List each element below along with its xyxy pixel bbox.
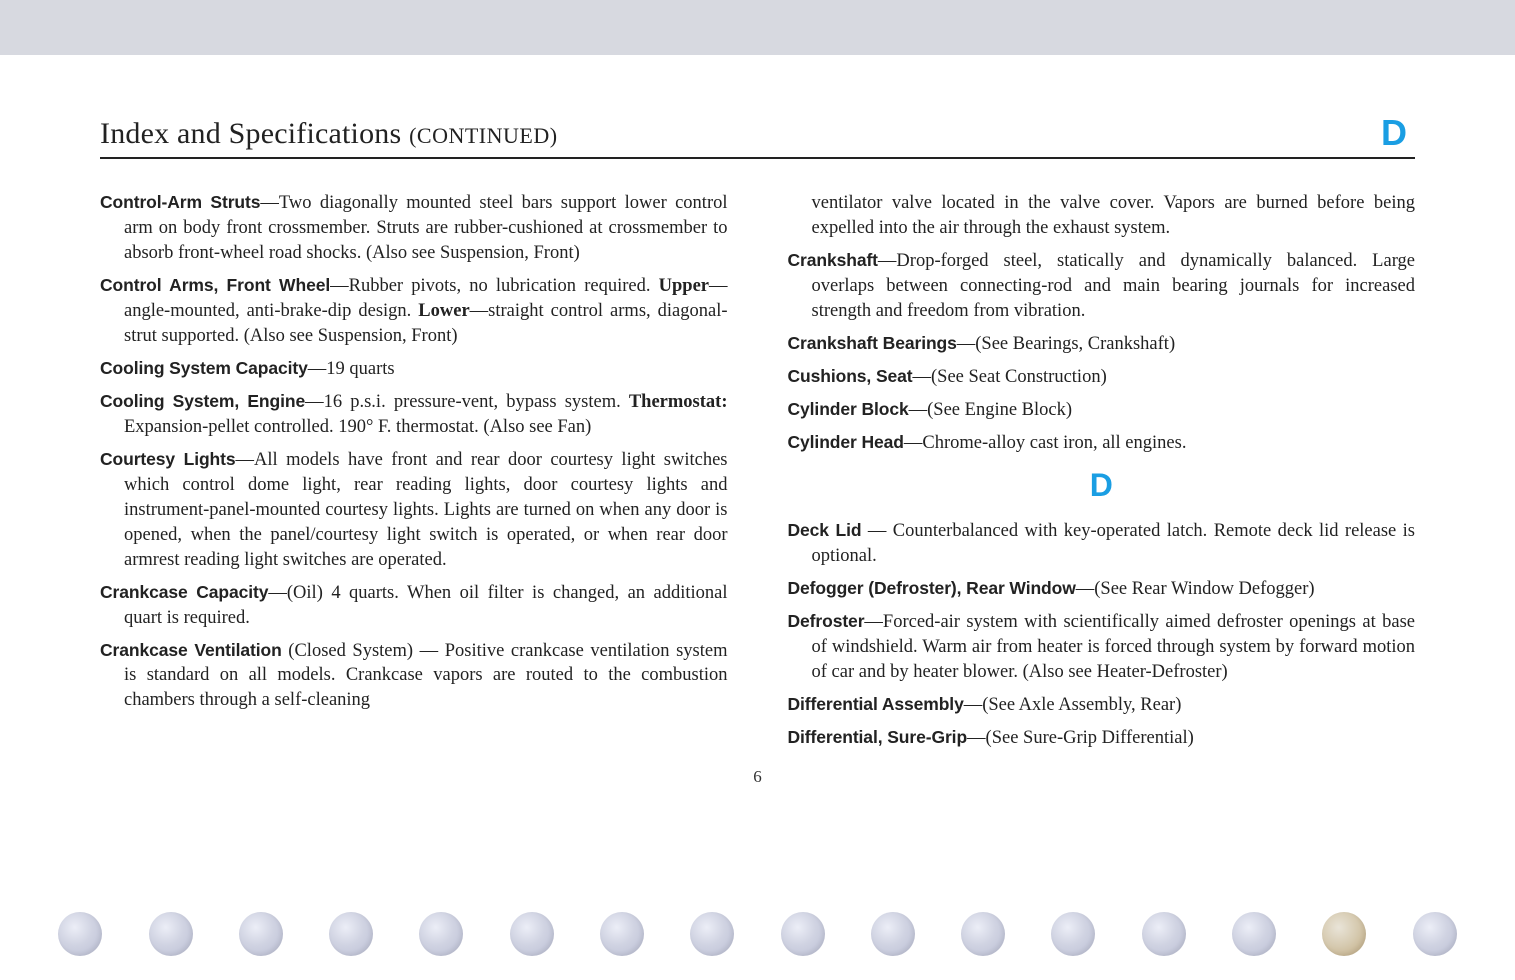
body: —16 p.s.i. pressure-vent, bypass system. bbox=[305, 392, 629, 412]
punch-hole bbox=[329, 912, 373, 956]
body: —(See Engine Block) bbox=[909, 400, 1072, 420]
index-entry: Control Arms, Front Wheel—Rubber pivots,… bbox=[100, 274, 728, 349]
index-entry: Crankcase Capacity—(Oil) 4 quarts. When … bbox=[100, 581, 728, 631]
punch-hole bbox=[149, 912, 193, 956]
section-letter-d: D bbox=[788, 464, 1416, 507]
term: Crankcase Capacity bbox=[100, 582, 268, 602]
term: Control-Arm Struts bbox=[100, 192, 260, 212]
punch-hole-row bbox=[0, 912, 1515, 956]
body: —(See Axle Assembly, Rear) bbox=[964, 695, 1182, 715]
term: Control Arms, Front Wheel bbox=[100, 275, 330, 295]
punch-hole bbox=[871, 912, 915, 956]
body: —(See Rear Window Defogger) bbox=[1076, 579, 1315, 599]
punch-hole bbox=[690, 912, 734, 956]
term: Differential, Sure-Grip bbox=[788, 727, 968, 747]
body: —Chrome-alloy cast iron, all engines. bbox=[904, 433, 1187, 453]
term: Crankshaft bbox=[788, 250, 878, 270]
index-entry: Differential, Sure-Grip—(See Sure-Grip D… bbox=[788, 726, 1416, 751]
term: Differential Assembly bbox=[788, 694, 964, 714]
index-entry: Courtesy Lights—All models have front an… bbox=[100, 448, 728, 573]
body: —Forced-air system with scientifically a… bbox=[812, 612, 1416, 682]
index-entry: Cooling System Capacity—19 quarts bbox=[100, 357, 728, 382]
index-entry: Crankshaft Bearings—(See Bearings, Crank… bbox=[788, 332, 1416, 357]
punch-hole bbox=[1232, 912, 1276, 956]
term: Defroster bbox=[788, 611, 865, 631]
page-content: Index and Specifications (CONTINUED) D C… bbox=[0, 55, 1515, 779]
term: Cylinder Head bbox=[788, 432, 904, 452]
punch-hole bbox=[961, 912, 1005, 956]
term: Cushions, Seat bbox=[788, 366, 913, 386]
two-column-body: Control-Arm Struts—Two diagonally mounte… bbox=[100, 191, 1415, 759]
term: Crankcase Ventilation bbox=[100, 640, 282, 660]
term: Defogger (Defroster), Rear Window bbox=[788, 578, 1076, 598]
body: —(See Bearings, Crankshaft) bbox=[957, 334, 1175, 354]
index-entry: Control-Arm Struts—Two diagonally mounte… bbox=[100, 191, 728, 266]
term: Cylinder Block bbox=[788, 399, 909, 419]
index-entry: Cylinder Head—Chrome-alloy cast iron, al… bbox=[788, 431, 1416, 456]
term: Cooling System, Engine bbox=[100, 391, 305, 411]
body: —(See Seat Construction) bbox=[913, 367, 1107, 387]
index-entry: Deck Lid — Counterbalanced with key-oper… bbox=[788, 519, 1416, 569]
term: Courtesy Lights bbox=[100, 449, 236, 469]
index-entry: Defogger (Defroster), Rear Window—(See R… bbox=[788, 577, 1416, 602]
title-continued: (CONTINUED) bbox=[409, 123, 557, 148]
inline-bold: Thermostat: bbox=[629, 392, 728, 412]
body: —Rubber pivots, no lubrication required. bbox=[330, 276, 659, 296]
page-number: 6 bbox=[753, 767, 762, 787]
punch-hole bbox=[1051, 912, 1095, 956]
term: Cooling System Capacity bbox=[100, 358, 308, 378]
section-letter-top: D bbox=[1381, 115, 1415, 151]
right-column: ventilator valve located in the valve co… bbox=[788, 191, 1416, 759]
index-entry: Defroster—Forced-air system with scienti… bbox=[788, 610, 1416, 685]
punch-hole bbox=[58, 912, 102, 956]
inline-bold: Lower bbox=[418, 301, 469, 321]
term: Deck Lid bbox=[788, 520, 862, 540]
body: — Counterbalanced with key-operated latc… bbox=[812, 521, 1416, 566]
index-entry: Crankshaft—Drop-forged steel, statically… bbox=[788, 249, 1416, 324]
punch-hole bbox=[1322, 912, 1366, 956]
punch-hole bbox=[781, 912, 825, 956]
left-column: Control-Arm Struts—Two diagonally mounte… bbox=[100, 191, 728, 759]
inline-bold: Upper bbox=[659, 276, 709, 296]
title-main: Index and Specifications bbox=[100, 117, 409, 150]
punch-hole bbox=[510, 912, 554, 956]
body: Expansion-pellet controlled. 190° F. the… bbox=[124, 417, 591, 437]
header-row: Index and Specifications (CONTINUED) D bbox=[100, 115, 1415, 159]
body: —Drop-forged steel, statically and dynam… bbox=[812, 251, 1416, 321]
body: —19 quarts bbox=[308, 359, 395, 379]
index-entry: Differential Assembly—(See Axle Assembly… bbox=[788, 693, 1416, 718]
punch-hole bbox=[1413, 912, 1457, 956]
punch-hole bbox=[600, 912, 644, 956]
top-gray-band bbox=[0, 0, 1515, 55]
index-entry: Crankcase Ventilation (Closed System) — … bbox=[100, 639, 728, 714]
punch-hole bbox=[239, 912, 283, 956]
term: Crankshaft Bearings bbox=[788, 333, 957, 353]
continuation-text: ventilator valve located in the valve co… bbox=[788, 191, 1416, 241]
page-title: Index and Specifications (CONTINUED) bbox=[100, 117, 558, 151]
body: —(See Sure-Grip Differential) bbox=[967, 728, 1194, 748]
index-entry: Cylinder Block—(See Engine Block) bbox=[788, 398, 1416, 423]
index-entry: Cooling System, Engine—16 p.s.i. pressur… bbox=[100, 390, 728, 440]
punch-hole bbox=[419, 912, 463, 956]
index-entry: Cushions, Seat—(See Seat Construction) bbox=[788, 365, 1416, 390]
punch-hole bbox=[1142, 912, 1186, 956]
